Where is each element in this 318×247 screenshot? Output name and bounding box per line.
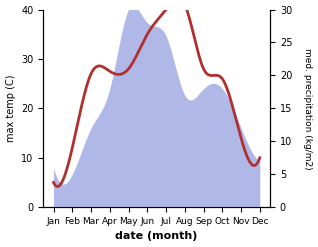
Y-axis label: max temp (C): max temp (C) <box>5 75 16 142</box>
X-axis label: date (month): date (month) <box>115 231 198 242</box>
Y-axis label: med. precipitation (kg/m2): med. precipitation (kg/m2) <box>303 48 313 169</box>
